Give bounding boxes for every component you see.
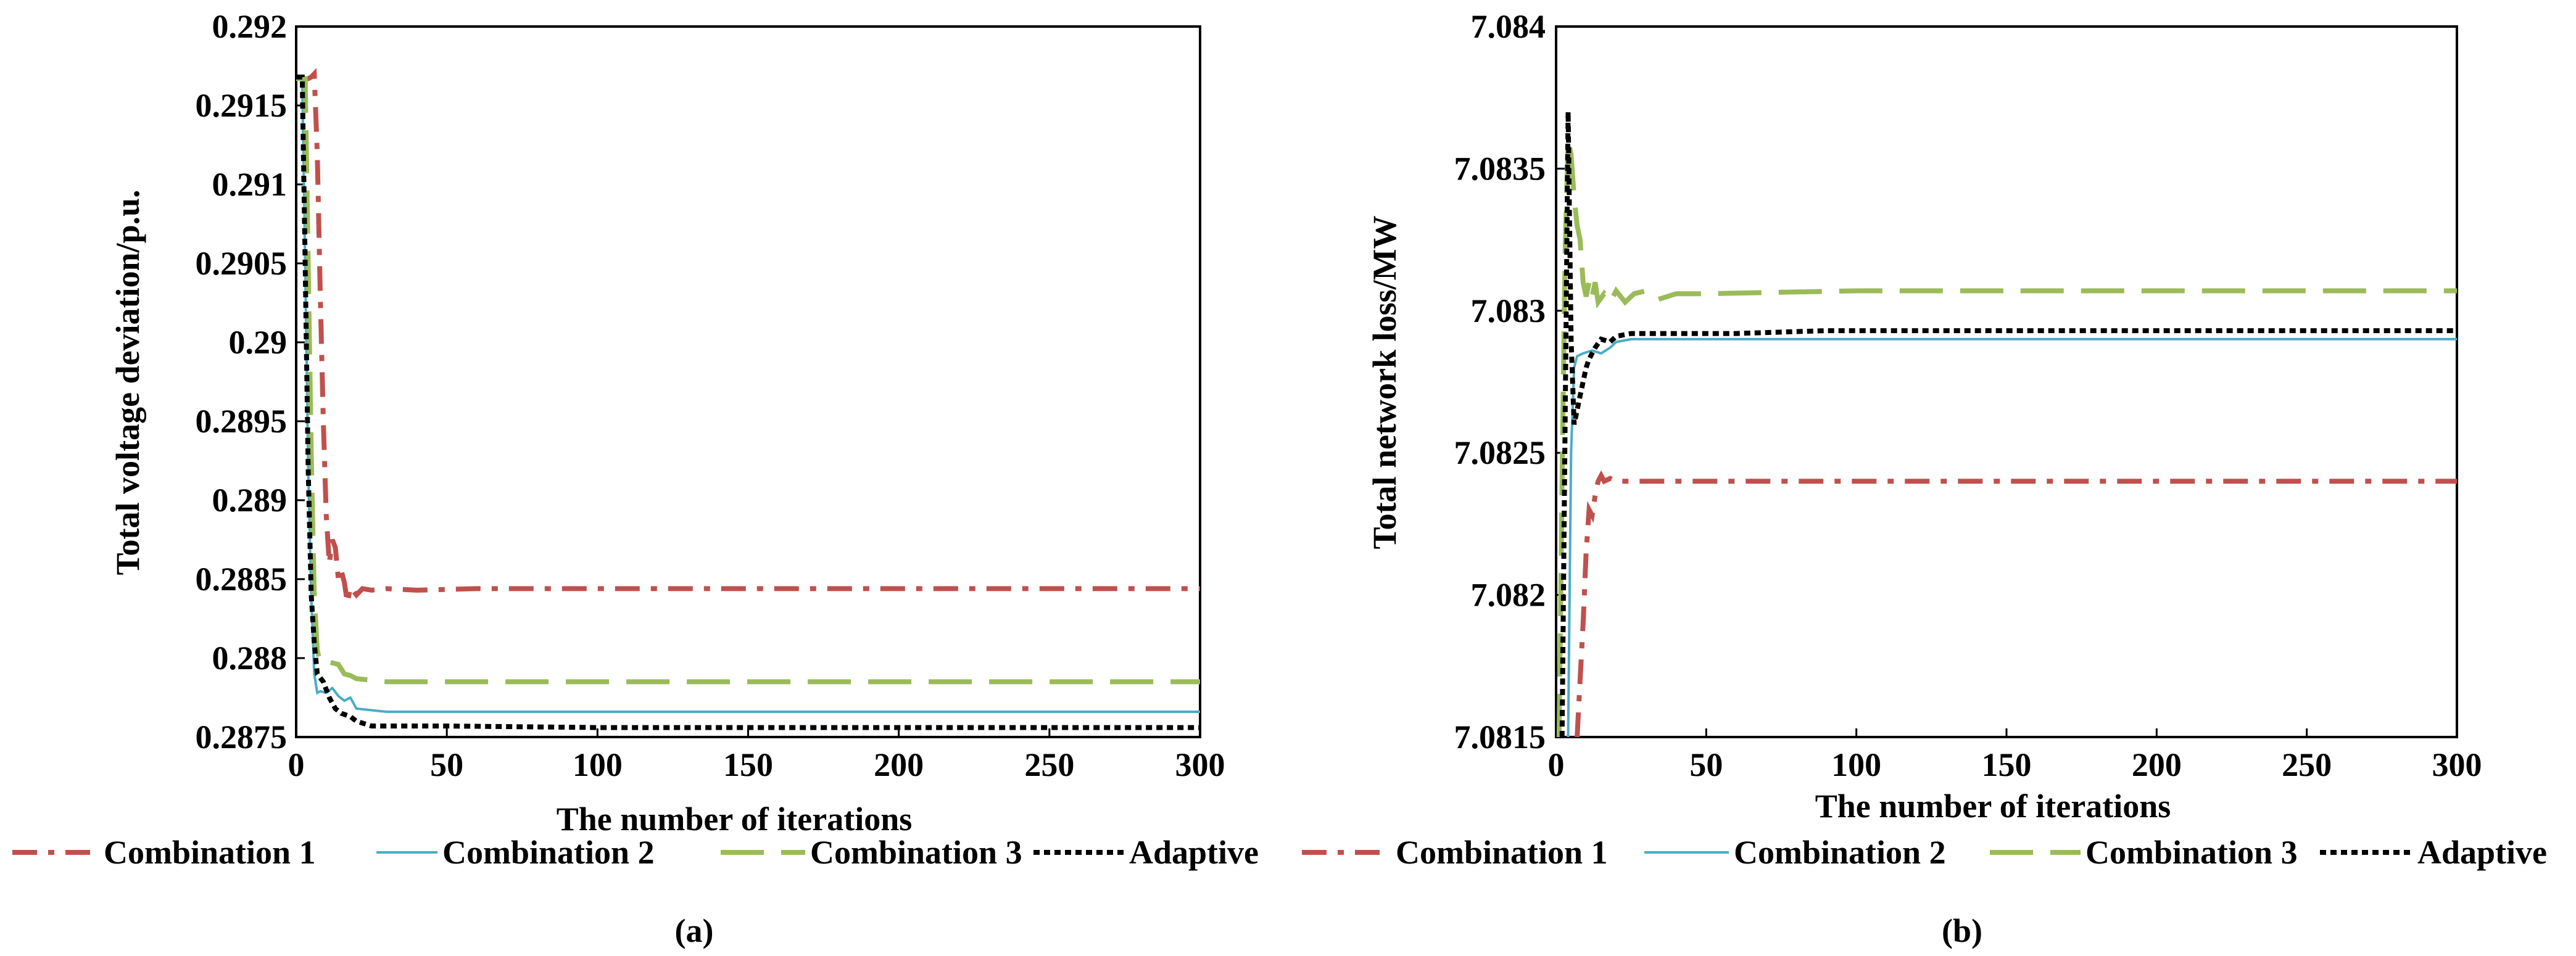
y-tick-label: 0.2895 — [196, 403, 288, 440]
y-tick-label: 7.083 — [1471, 292, 1546, 329]
x-tick-label: 0 — [1548, 746, 1565, 783]
x-tick-label: 300 — [2432, 746, 2482, 783]
panel-label-b: (b) — [1942, 912, 1982, 949]
y-tick-label: 0.2905 — [196, 245, 288, 282]
series-line-combination-3 — [296, 76, 1200, 685]
series-line-adaptive — [296, 74, 1200, 730]
series-line-combination-1 — [1575, 470, 2457, 737]
legend-a: Combination 1 Combination 2 Combination 3 A… — [12, 834, 1259, 871]
y-tick-label: 7.082 — [1471, 577, 1546, 614]
legend-label: Combination 3 — [2085, 834, 2298, 871]
panel-label-a: (a) — [675, 912, 714, 949]
y-tick-label: 7.0815 — [1454, 719, 1546, 756]
chart-panel-b: 7.0815 7.082 7.0825 7.083 7.0835 7.084 0 50 100 1… — [1302, 8, 2547, 949]
x-tick-label: 50 — [1689, 746, 1723, 783]
axis-ticks-a: 0.2875 0.288 0.2885 0.289 0.2895 0.29 0.2905 0.… — [196, 8, 1225, 783]
x-tick-label: 200 — [2132, 746, 2182, 783]
x-tick-label: 100 — [573, 746, 623, 783]
x-axis-label-b: The number of iterations — [1815, 788, 2171, 825]
legend-label: Adaptive — [2417, 834, 2547, 871]
legend-label: Combination 3 — [810, 834, 1022, 871]
legend-label: Combination 1 — [1396, 834, 1608, 871]
y-tick-label: 0.288 — [212, 640, 288, 677]
x-tick-label: 100 — [1831, 746, 1881, 783]
series-line-adaptive — [1559, 112, 2457, 737]
y-tick-label: 0.291 — [212, 166, 288, 203]
y-tick-label: 7.0835 — [1454, 150, 1546, 187]
y-tick-label: 7.0825 — [1454, 434, 1546, 471]
x-tick-label: 0 — [288, 746, 305, 783]
series-group-a — [296, 68, 1200, 730]
axis-ticks-b: 7.0815 7.082 7.0825 7.083 7.0835 7.084 0 50 100 1… — [1454, 8, 2482, 783]
x-tick-label: 50 — [430, 746, 463, 783]
legend-label: Combination 1 — [104, 834, 316, 871]
y-axis-label-b: Total network loss/MW — [1366, 215, 1403, 549]
x-tick-label: 250 — [2282, 746, 2332, 783]
x-tick-label: 200 — [874, 746, 924, 783]
y-axis-label-a: Total voltage deviation/p.u. — [109, 189, 146, 575]
x-tick-label: 300 — [1175, 746, 1225, 783]
series-line-combination-2 — [296, 77, 1200, 713]
series-line-combination-2 — [1567, 337, 2457, 737]
y-tick-label: 0.292 — [212, 8, 288, 45]
legend-label: Combination 2 — [1734, 834, 1946, 871]
chart-panel-a: 0.2875 0.288 0.2885 0.289 0.2895 0.29 0.2905 0.… — [12, 8, 1259, 949]
x-tick-label: 150 — [723, 746, 773, 783]
series-group-b — [1556, 112, 2457, 737]
legend-label: Adaptive — [1129, 834, 1259, 871]
y-tick-label: 0.289 — [212, 482, 288, 519]
x-axis-label-a: The number of iterations — [557, 801, 913, 838]
y-tick-label: 0.29 — [229, 324, 288, 361]
legend-label: Combination 2 — [442, 834, 655, 871]
series-line-combination-1 — [296, 68, 1200, 604]
y-tick-label: 0.2875 — [196, 719, 288, 756]
y-tick-label: 7.084 — [1471, 8, 1546, 45]
plot-frame-b — [1555, 25, 2458, 738]
y-tick-label: 0.2915 — [196, 87, 288, 124]
y-tick-label: 0.2885 — [196, 561, 288, 598]
x-tick-label: 250 — [1024, 746, 1074, 783]
x-tick-label: 150 — [1982, 746, 2032, 783]
series-line-combination-3 — [1556, 139, 2457, 737]
legend-b: Combination 1 Combination 2 Combination 3 A… — [1302, 834, 2547, 871]
plot-frame-a — [295, 25, 1201, 738]
